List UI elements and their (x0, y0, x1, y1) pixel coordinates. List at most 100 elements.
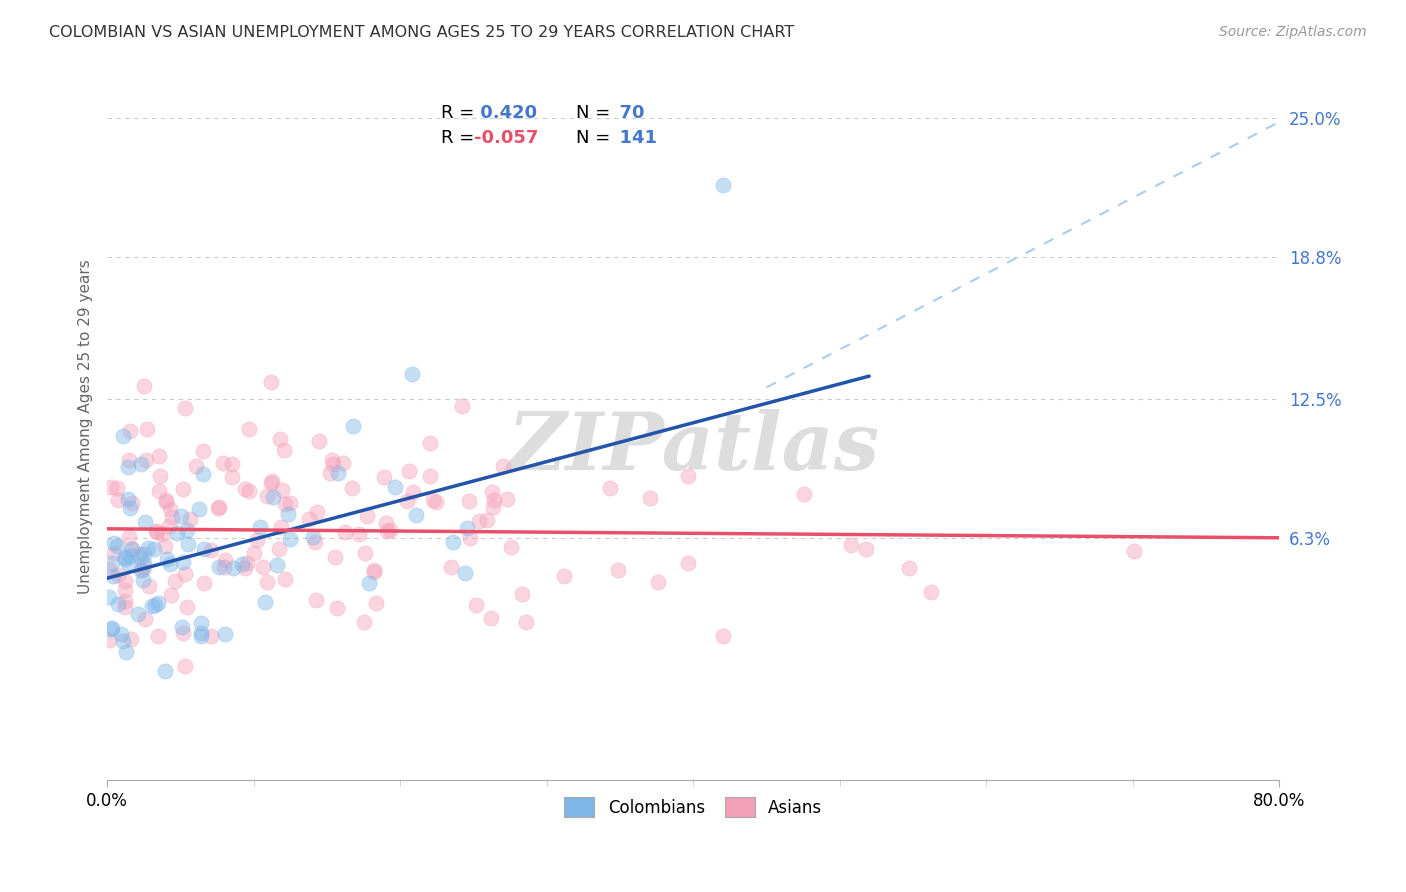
Point (200, 629, 222, 643)
Point (711, 629, 734, 643)
Point (342, 418, 364, 433)
Point (191, 467, 214, 481)
Point (222, 561, 245, 575)
Point (384, 480, 406, 494)
Point (114, 549, 136, 564)
Point (118, 530, 141, 544)
Point (97, 632, 120, 647)
Point (363, 563, 385, 577)
Point (425, 494, 447, 508)
Point (238, 483, 260, 498)
Point (172, 555, 194, 569)
Text: N =: N = (576, 103, 610, 121)
Point (607, 563, 630, 577)
Point (855, 541, 877, 556)
Point (208, 500, 231, 514)
Point (172, 482, 194, 496)
Point (326, 601, 349, 615)
Point (492, 459, 515, 474)
Point (170, 509, 193, 524)
Text: 70: 70 (606, 103, 644, 121)
Point (157, 518, 180, 533)
Point (259, 476, 281, 491)
Point (277, 507, 299, 521)
Point (357, 576, 380, 591)
Point (270, 519, 292, 533)
Point (308, 434, 330, 448)
Point (146, 524, 169, 539)
Point (269, 432, 291, 446)
Point (100, 622, 122, 636)
Point (214, 627, 236, 641)
Point (132, 379, 155, 393)
Point (128, 549, 150, 564)
Point (100, 480, 122, 494)
Point (212, 456, 235, 470)
Point (353, 615, 375, 629)
Point (103, 546, 125, 560)
Point (107, 597, 129, 611)
Point (114, 599, 136, 614)
Point (143, 598, 166, 612)
Point (515, 615, 537, 629)
Text: N =: N = (576, 129, 610, 147)
Point (176, 524, 198, 538)
Point (678, 556, 700, 570)
Point (117, 492, 139, 507)
Point (135, 453, 157, 467)
Point (172, 620, 194, 634)
Point (479, 611, 502, 625)
Point (160, 588, 183, 602)
Point (1122, 544, 1144, 558)
Point (274, 497, 297, 511)
Point (207, 501, 229, 516)
Point (398, 464, 420, 478)
Point (839, 537, 862, 551)
Text: -0.057: -0.057 (474, 129, 538, 147)
Point (138, 578, 160, 592)
Point (149, 469, 172, 483)
Point (101, 621, 124, 635)
Point (159, 502, 181, 516)
Point (107, 492, 129, 507)
Point (342, 482, 364, 496)
Point (450, 399, 472, 413)
Point (274, 573, 297, 587)
Text: 141: 141 (606, 129, 657, 147)
Point (131, 563, 153, 577)
Text: ZIPatlas: ZIPatlas (508, 409, 879, 487)
Legend: Colombians, Asians: Colombians, Asians (555, 789, 831, 825)
Point (333, 524, 356, 539)
Point (235, 556, 257, 570)
Y-axis label: Unemployment Among Ages 25 to 29 years: Unemployment Among Ages 25 to 29 years (79, 260, 93, 594)
Point (647, 574, 669, 589)
Point (114, 582, 136, 597)
Point (482, 493, 505, 508)
Point (323, 550, 346, 565)
Point (305, 505, 328, 519)
Point (150, 527, 173, 541)
Point (107, 568, 129, 582)
Point (110, 627, 132, 641)
Point (481, 500, 503, 514)
Point (136, 422, 159, 436)
Point (184, 459, 207, 474)
Point (134, 547, 156, 561)
Point (97, 562, 120, 576)
Point (711, 178, 734, 193)
Point (121, 496, 143, 510)
Point (273, 442, 295, 457)
Point (458, 531, 481, 545)
Point (243, 546, 266, 560)
Point (101, 556, 124, 570)
Point (200, 542, 222, 557)
Point (148, 450, 170, 464)
Text: Source: ZipAtlas.com: Source: ZipAtlas.com (1219, 25, 1367, 39)
Point (221, 470, 243, 484)
Point (155, 495, 177, 509)
Point (190, 625, 212, 640)
Point (246, 533, 269, 548)
Text: R =: R = (441, 129, 474, 147)
Point (127, 607, 149, 621)
Point (553, 568, 575, 582)
